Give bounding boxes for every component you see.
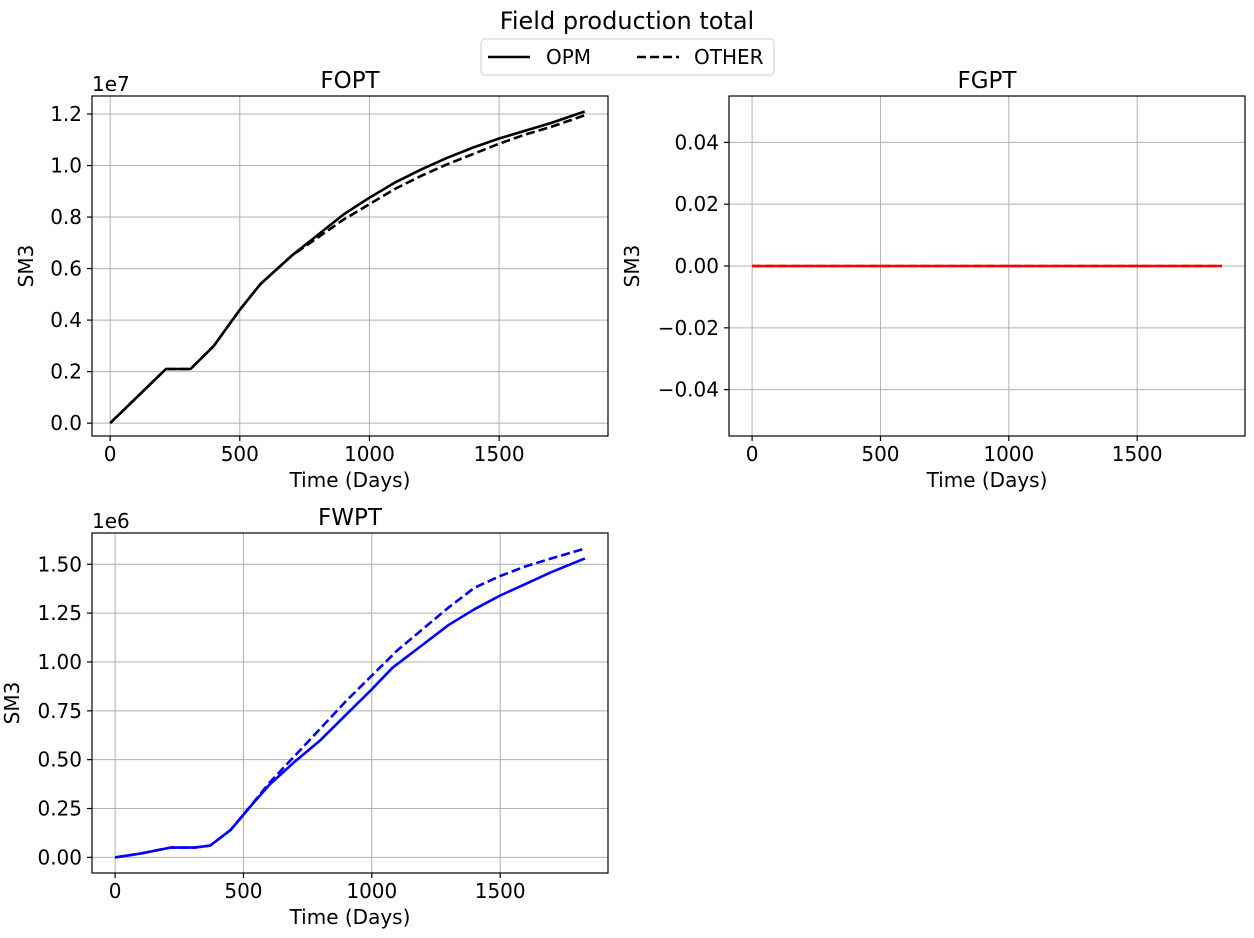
y-tick-label: 0.02 [674, 192, 719, 216]
y-tick-label: 0.00 [37, 845, 82, 869]
chart-fwpt: FWPT 1e6 Time (Days) SM3 0 500 1000 1500 0.0… [0, 505, 609, 929]
y-offset-label-fwpt: 1e6 [92, 509, 130, 533]
y-axis-label-fwpt: SM3 [0, 682, 24, 725]
x-tick-label: 500 [224, 879, 262, 903]
y-tick-label: 1.25 [37, 601, 82, 625]
y-tick-label: 0.8 [50, 205, 82, 229]
x-tick-label: 1500 [474, 442, 525, 466]
x-tick-label: 0 [104, 442, 117, 466]
y-tick-label: −0.02 [658, 316, 719, 340]
y-tick-label: 1.2 [50, 102, 82, 126]
chart-fopt: FOPT 1e7 Time (Days) SM3 0 500 1000 1500 0.0… [14, 68, 609, 492]
y-tick-label: 0.25 [37, 797, 82, 821]
legend-label-other: OTHER [694, 45, 764, 69]
plot-frame [91, 532, 609, 874]
x-tick-label: 1000 [344, 442, 395, 466]
x-tick-label: 1500 [475, 879, 526, 903]
y-tick-label: 0.2 [50, 360, 82, 384]
y-tick-label: −0.04 [658, 378, 719, 402]
legend-label-opm: OPM [546, 45, 591, 69]
x-tick-label: 500 [221, 442, 259, 466]
x-axis-label-fgpt: Time (Days) [926, 468, 1048, 492]
y-tick-label: 1.0 [50, 154, 82, 178]
chart-title-fwpt: FWPT [318, 505, 383, 531]
series-line-fwpt-opm [114, 557, 586, 859]
x-tick-label: 0 [109, 879, 122, 903]
chart-title-fopt: FOPT [320, 68, 380, 94]
y-tick-label: 1.00 [37, 650, 82, 674]
series-line-fopt-opm [109, 110, 586, 425]
series-line-fopt-other [109, 114, 586, 425]
chart-fgpt: FGPT Time (Days) SM3 0 500 1000 1500 −0.04 −0… [620, 68, 1246, 492]
y-tick-label: 0.75 [37, 699, 82, 723]
y-tick-label: 0.04 [674, 130, 719, 154]
x-tick-label: 1000 [346, 879, 397, 903]
x-tick-label: 1500 [1112, 442, 1163, 466]
x-tick-label: 1000 [983, 442, 1034, 466]
x-tick-label: 0 [746, 442, 759, 466]
y-axis-label-fopt: SM3 [14, 245, 38, 288]
x-axis-label-fopt: Time (Days) [289, 468, 411, 492]
series-line-fwpt-other [114, 547, 586, 859]
y-tick-label: 0.00 [674, 254, 719, 278]
plot-frame [91, 95, 609, 437]
chart-title-fgpt: FGPT [958, 68, 1018, 94]
y-offset-label-fopt: 1e7 [92, 72, 130, 96]
x-tick-label: 500 [861, 442, 899, 466]
y-tick-label: 0.50 [37, 748, 82, 772]
legend: OPM OTHER [480, 38, 775, 76]
y-tick-label: 0.4 [50, 308, 82, 332]
legend-box [480, 38, 775, 76]
y-tick-label: 1.50 [37, 552, 82, 576]
figure-title: Field production total [500, 7, 754, 35]
y-axis-label-fgpt: SM3 [620, 245, 644, 288]
x-axis-label-fwpt: Time (Days) [289, 905, 411, 929]
y-tick-label: 0.6 [50, 257, 82, 281]
y-tick-label: 0.0 [50, 411, 82, 435]
